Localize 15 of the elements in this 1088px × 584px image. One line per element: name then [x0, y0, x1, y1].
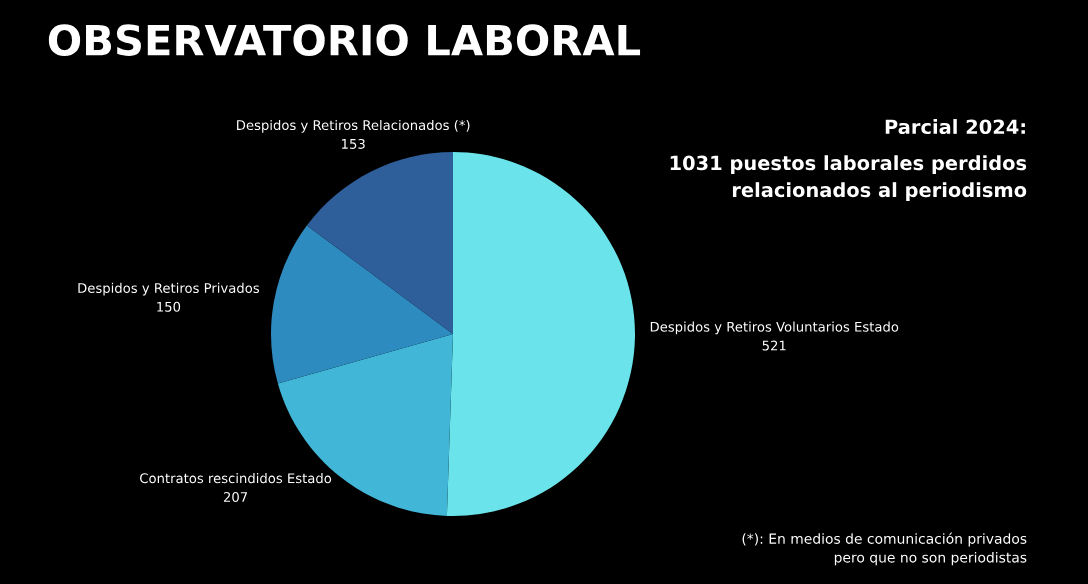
pie-slice — [446, 152, 635, 516]
text: Parcial 2024: — [885, 119, 1025, 135]
slice-label: Despidos y Retiros Privados — [78, 282, 260, 296]
data-label: 521 — [762, 340, 786, 351]
data-label: 207 — [223, 492, 248, 502]
chart-title: OBSERVATORIO LABORAL — [48, 24, 641, 56]
slice-label: Contratos rescindidos Estado — [140, 472, 332, 484]
slice-label: Despidos y Retiros Relacionados (*) — [237, 119, 470, 133]
data-label: 150 — [157, 301, 181, 312]
slice-label: Despidos y Retiros Voluntarios Estado — [650, 321, 899, 335]
data-label: 153 — [342, 138, 365, 149]
pie-slice — [306, 152, 453, 334]
text: (*): En medios de comunicación privados pero que no son periodistas — [742, 532, 1027, 566]
pie-slice — [271, 225, 453, 384]
text: 1031 puestos laborales perdidos relacionados al periodismo — [670, 155, 1027, 201]
